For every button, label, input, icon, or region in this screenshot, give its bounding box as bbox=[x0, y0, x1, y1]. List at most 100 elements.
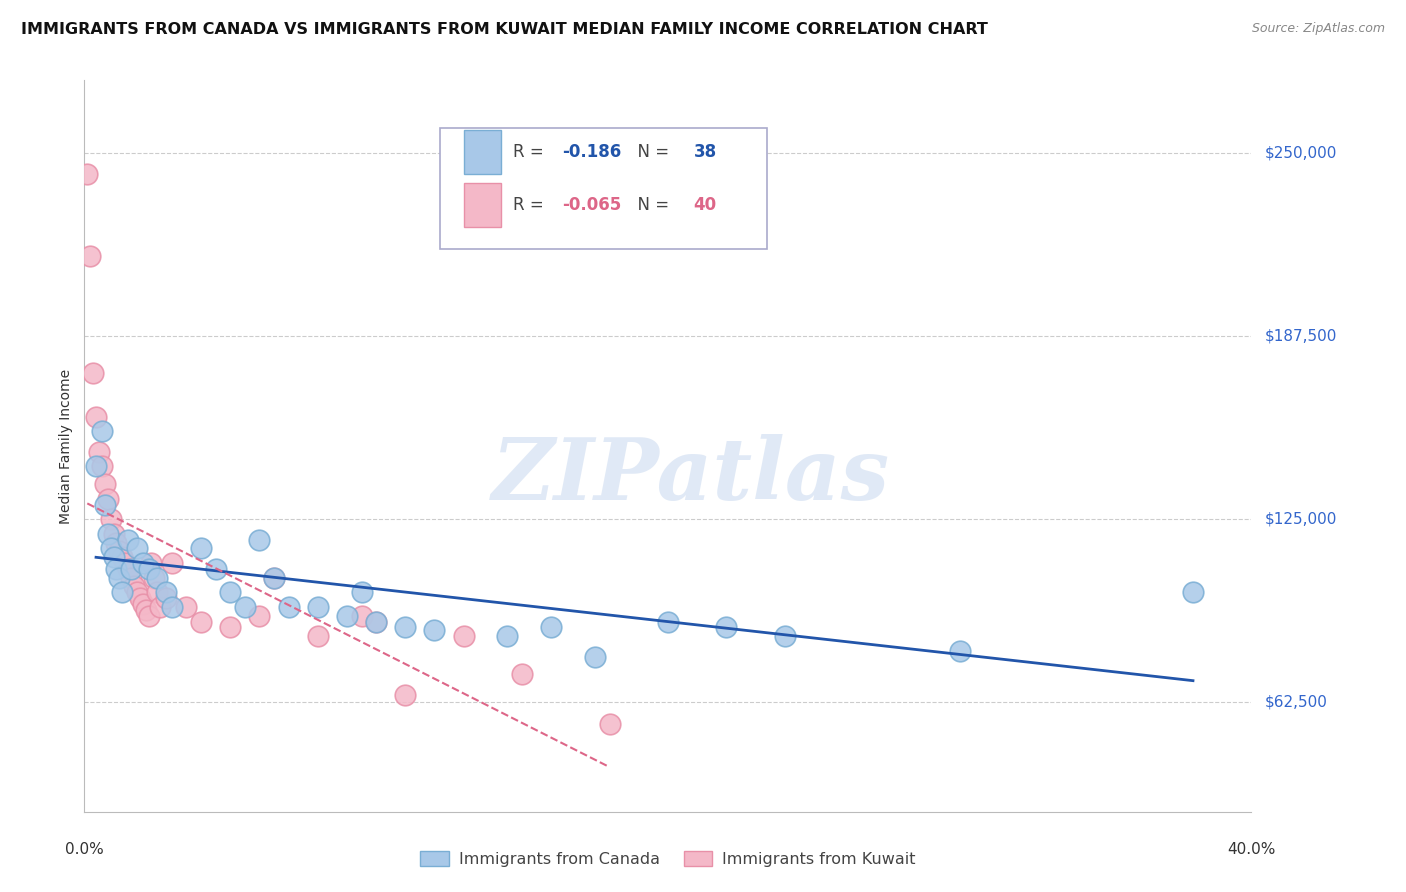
Point bbox=[108, 571, 131, 585]
Point bbox=[350, 608, 373, 623]
Point bbox=[79, 249, 101, 263]
Point bbox=[146, 571, 169, 585]
Text: -0.065: -0.065 bbox=[561, 195, 621, 214]
Point bbox=[204, 562, 226, 576]
Text: $187,500: $187,500 bbox=[1265, 329, 1337, 343]
Point bbox=[132, 597, 155, 611]
Point bbox=[247, 533, 270, 547]
Point bbox=[138, 608, 160, 623]
Text: R =: R = bbox=[513, 143, 548, 161]
Point bbox=[277, 599, 299, 614]
Legend: Immigrants from Canada, Immigrants from Kuwait: Immigrants from Canada, Immigrants from … bbox=[413, 845, 922, 873]
Point bbox=[307, 599, 329, 614]
Point bbox=[714, 620, 737, 634]
Point bbox=[132, 556, 155, 570]
Point bbox=[160, 599, 183, 614]
Point bbox=[143, 571, 166, 585]
Point bbox=[141, 556, 163, 570]
Point bbox=[423, 624, 446, 638]
Text: $250,000: $250,000 bbox=[1265, 146, 1337, 161]
Point bbox=[263, 571, 285, 585]
Point bbox=[105, 535, 128, 549]
Text: Source: ZipAtlas.com: Source: ZipAtlas.com bbox=[1251, 22, 1385, 36]
Text: N =: N = bbox=[627, 143, 675, 161]
Text: R =: R = bbox=[513, 195, 548, 214]
Point bbox=[111, 585, 134, 599]
Point bbox=[120, 571, 142, 585]
Point bbox=[336, 608, 359, 623]
Point bbox=[117, 533, 139, 547]
Text: IMMIGRANTS FROM CANADA VS IMMIGRANTS FROM KUWAIT MEDIAN FAMILY INCOME CORRELATIO: IMMIGRANTS FROM CANADA VS IMMIGRANTS FRO… bbox=[21, 22, 988, 37]
Point bbox=[599, 717, 621, 731]
Point bbox=[94, 498, 117, 512]
Point bbox=[583, 649, 606, 664]
Text: 40: 40 bbox=[693, 195, 717, 214]
Point bbox=[84, 409, 107, 424]
Point bbox=[103, 526, 125, 541]
FancyBboxPatch shape bbox=[464, 130, 501, 174]
Point bbox=[176, 599, 198, 614]
Point bbox=[247, 608, 270, 623]
Point bbox=[76, 167, 98, 181]
Point bbox=[160, 556, 183, 570]
Point bbox=[510, 667, 533, 681]
Point bbox=[100, 512, 122, 526]
Point bbox=[125, 541, 148, 556]
Point bbox=[105, 562, 128, 576]
Point bbox=[190, 541, 212, 556]
Text: $62,500: $62,500 bbox=[1265, 695, 1329, 709]
Text: N =: N = bbox=[627, 195, 675, 214]
Point bbox=[135, 603, 157, 617]
Point bbox=[111, 550, 134, 565]
Point bbox=[125, 585, 148, 599]
Point bbox=[948, 644, 970, 658]
Point bbox=[97, 526, 120, 541]
Point bbox=[394, 688, 416, 702]
Y-axis label: Median Family Income: Median Family Income bbox=[59, 368, 73, 524]
Point bbox=[233, 599, 256, 614]
Point bbox=[366, 615, 388, 629]
Text: ZIPatlas: ZIPatlas bbox=[492, 434, 890, 517]
Point bbox=[82, 366, 104, 380]
Point bbox=[122, 579, 145, 593]
Point bbox=[90, 459, 112, 474]
Point bbox=[120, 562, 142, 576]
Text: $125,000: $125,000 bbox=[1265, 512, 1337, 526]
Point bbox=[100, 541, 122, 556]
Point bbox=[117, 562, 139, 576]
Point bbox=[350, 585, 373, 599]
Point bbox=[657, 615, 679, 629]
Point bbox=[90, 425, 112, 439]
Point bbox=[263, 571, 285, 585]
Point bbox=[773, 629, 796, 643]
Point bbox=[453, 629, 475, 643]
Point bbox=[114, 556, 136, 570]
Point bbox=[146, 585, 169, 599]
Point bbox=[540, 620, 562, 634]
Point bbox=[190, 615, 212, 629]
Point bbox=[128, 591, 150, 606]
Point bbox=[94, 477, 117, 491]
Point bbox=[103, 550, 125, 565]
Point bbox=[97, 491, 120, 506]
Point bbox=[1181, 585, 1204, 599]
Point bbox=[366, 615, 388, 629]
Point bbox=[394, 620, 416, 634]
Text: 40.0%: 40.0% bbox=[1227, 842, 1275, 857]
Point bbox=[138, 562, 160, 576]
Point bbox=[149, 599, 172, 614]
Point bbox=[84, 459, 107, 474]
Point bbox=[219, 585, 242, 599]
Point bbox=[87, 445, 110, 459]
FancyBboxPatch shape bbox=[464, 184, 501, 227]
Point bbox=[219, 620, 242, 634]
Text: 0.0%: 0.0% bbox=[65, 842, 104, 857]
Point bbox=[307, 629, 329, 643]
Point bbox=[155, 585, 177, 599]
FancyBboxPatch shape bbox=[440, 128, 768, 249]
Point bbox=[155, 591, 177, 606]
Point bbox=[108, 544, 131, 558]
Text: 38: 38 bbox=[693, 143, 717, 161]
Point bbox=[496, 629, 519, 643]
Text: -0.186: -0.186 bbox=[561, 143, 621, 161]
